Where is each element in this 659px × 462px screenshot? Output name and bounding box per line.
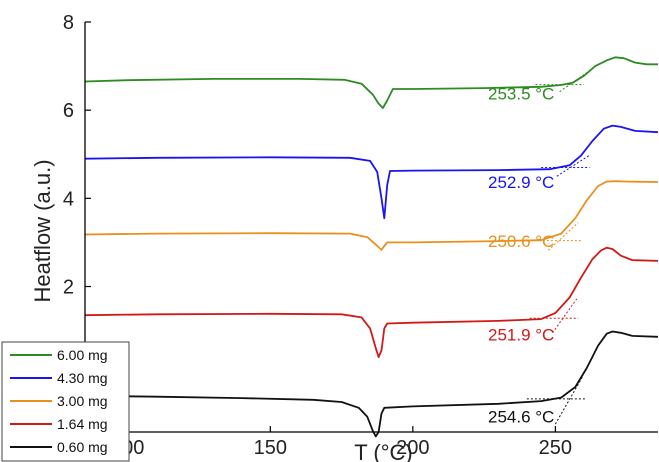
y-axis-title: Heatflow (a.u.)	[30, 159, 55, 302]
plot-area: 253.5 °C 252.9 °C 250.6 °C 251.9 °C 254.6 °C	[84, 56, 659, 438]
y-tick-label: 2	[63, 277, 74, 299]
series-line-4	[84, 246, 659, 358]
onset-tangent	[554, 376, 583, 425]
onset-tangent	[552, 298, 578, 334]
onset-annotation: 251.9 °C	[488, 325, 554, 344]
x-tick-label: 250	[539, 437, 572, 459]
series-line-5	[84, 330, 659, 438]
x-axis-title: T (°C)	[354, 440, 413, 462]
series-line-2	[84, 124, 659, 220]
legend-label-5: 0.60 mg	[57, 439, 108, 455]
onset-annotation: 254.6 °C	[488, 407, 554, 426]
x-tick-label: 150	[254, 437, 287, 459]
onset-tangent	[556, 154, 590, 177]
onset-tangent	[559, 72, 588, 93]
onset-tangent	[547, 222, 579, 251]
x-tick-label: 200	[396, 437, 429, 459]
series-line-1	[84, 56, 658, 109]
legend-label-1: 6.00 mg	[57, 347, 108, 363]
series-line-3	[84, 180, 659, 251]
legend-label-3: 3.00 mg	[57, 393, 108, 409]
y-tick-label: 4	[63, 188, 74, 210]
legend-label-2: 4.30 mg	[57, 370, 108, 386]
y-tick-label: 6	[63, 100, 74, 122]
onset-annotation: 253.5 °C	[488, 85, 554, 104]
legend: 6.00 mg 4.30 mg 3.00 mg 1.64 mg 0.60 mg	[1, 341, 130, 462]
axes: 10015020025002468	[63, 12, 658, 459]
onset-annotation: 250.6 °C	[488, 232, 554, 251]
legend-label-4: 1.64 mg	[57, 416, 108, 432]
y-tick-label: 8	[63, 12, 74, 34]
onset-annotation: 252.9 °C	[488, 173, 554, 192]
